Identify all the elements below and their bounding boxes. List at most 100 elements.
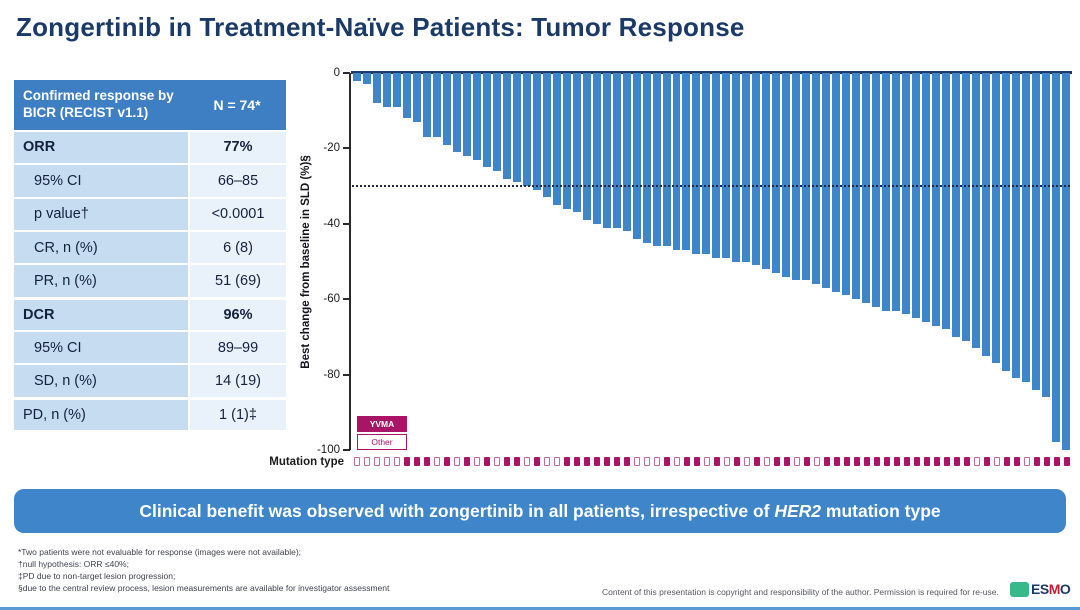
yvma-mutation-marker bbox=[934, 457, 940, 466]
waterfall-bar bbox=[382, 73, 391, 107]
waterfall-bars bbox=[353, 73, 1070, 450]
mutation-type-cell bbox=[533, 457, 541, 466]
table-row-value: 66–85 bbox=[190, 165, 286, 197]
mutation-type-cell bbox=[723, 457, 731, 466]
waterfall-bar bbox=[942, 73, 951, 330]
footnote-line: *Two patients were not evaluable for res… bbox=[18, 547, 302, 557]
waterfall-bar bbox=[572, 73, 581, 213]
footnote-line: §due to the central review process, lesi… bbox=[18, 582, 390, 593]
other-mutation-marker bbox=[644, 457, 650, 466]
yvma-mutation-marker bbox=[824, 457, 830, 466]
other-mutation-marker bbox=[994, 457, 1000, 466]
mutation-type-cell bbox=[923, 457, 931, 466]
waterfall-bar bbox=[802, 73, 811, 281]
mutation-type-cell bbox=[563, 457, 571, 466]
yvma-mutation-marker bbox=[904, 457, 910, 466]
mutation-type-cell bbox=[1033, 457, 1041, 466]
other-mutation-marker bbox=[674, 457, 680, 466]
y-axis-tick-label: 0 bbox=[333, 67, 340, 79]
mutation-type-cell bbox=[953, 457, 961, 466]
waterfall-bar bbox=[812, 73, 821, 285]
mutation-type-cell bbox=[393, 457, 401, 466]
waterfall-bar bbox=[1011, 73, 1020, 379]
mutation-type-cell bbox=[673, 457, 681, 466]
waterfall-bar bbox=[412, 73, 421, 122]
mutation-type-cell bbox=[1013, 457, 1021, 466]
mutation-type-strip bbox=[353, 455, 1071, 468]
waterfall-bar bbox=[362, 73, 371, 85]
yvma-mutation-marker bbox=[1064, 457, 1070, 466]
table-row: PR, n (%) 51 (69) bbox=[14, 263, 286, 297]
waterfall-bar bbox=[1041, 73, 1050, 398]
mutation-type-cell bbox=[913, 457, 921, 466]
mutation-type-cell bbox=[423, 457, 431, 466]
waterfall-bar bbox=[872, 73, 881, 307]
other-mutation-marker bbox=[724, 457, 730, 466]
mutation-type-cell bbox=[383, 457, 391, 466]
mutation-type-cell bbox=[803, 457, 811, 466]
y-axis-tick bbox=[343, 298, 350, 301]
yvma-mutation-marker bbox=[564, 457, 570, 466]
mutation-type-cell bbox=[633, 457, 641, 466]
mutation-type-cell bbox=[583, 457, 591, 466]
waterfall-bar bbox=[902, 73, 911, 315]
other-mutation-marker bbox=[634, 457, 640, 466]
mutation-type-cell bbox=[783, 457, 791, 466]
waterfall-bar bbox=[922, 73, 931, 322]
y-axis-tick bbox=[343, 72, 350, 74]
footnote-line: ‡PD due to non-target lesion progression… bbox=[18, 570, 176, 581]
yvma-mutation-marker bbox=[534, 457, 540, 466]
waterfall-bar bbox=[992, 73, 1000, 364]
y-axis-tick bbox=[343, 449, 350, 451]
mutation-type-cell bbox=[663, 457, 671, 466]
waterfall-bar bbox=[1031, 73, 1040, 390]
waterfall-bar bbox=[462, 73, 471, 156]
yvma-mutation-marker bbox=[584, 457, 590, 466]
table-row-label: PD, n (%) bbox=[14, 399, 190, 431]
other-mutation-marker bbox=[474, 457, 480, 466]
waterfall-bar bbox=[532, 73, 541, 190]
y-axis-tick-label: -60 bbox=[323, 293, 340, 306]
mutation-type-cell bbox=[603, 457, 611, 466]
table-row-label: DCR bbox=[14, 299, 190, 331]
other-mutation-marker bbox=[394, 457, 400, 466]
yvma-mutation-marker bbox=[414, 457, 420, 466]
response-table-header-value: N = 74* bbox=[213, 96, 261, 113]
yvma-mutation-marker bbox=[424, 457, 430, 466]
table-row-label: SD, n (%) bbox=[14, 365, 190, 397]
mutation-type-cell bbox=[463, 457, 471, 466]
mutation-type-cell bbox=[933, 457, 941, 466]
mutation-type-cell bbox=[373, 457, 381, 466]
mutation-type-cell bbox=[683, 457, 691, 466]
table-row: PD, n (%) 1 (1)‡ bbox=[14, 396, 286, 431]
table-row-label: CR, n (%) bbox=[14, 231, 190, 264]
mutation-type-cell bbox=[993, 457, 1001, 466]
response-threshold-line bbox=[352, 185, 1070, 188]
waterfall-bar bbox=[432, 73, 441, 138]
other-mutation-marker bbox=[554, 457, 560, 466]
mutation-type-cell bbox=[963, 457, 971, 466]
mutation-type-cell bbox=[543, 457, 551, 466]
table-row-value: 96% bbox=[190, 299, 286, 331]
waterfall-bar bbox=[862, 73, 871, 303]
y-axis-tick-label: -100 bbox=[316, 444, 340, 456]
table-row-label: ORR bbox=[14, 131, 190, 164]
slide-footer-rule bbox=[0, 607, 1080, 610]
footnotes: *Two patients were not evaluable for res… bbox=[18, 547, 389, 595]
other-mutation-marker bbox=[654, 457, 660, 466]
table-row: 95% CI 89–99 bbox=[14, 330, 286, 364]
mutation-type-cell bbox=[623, 457, 631, 466]
other-mutation-marker bbox=[454, 457, 460, 466]
other-mutation-marker bbox=[764, 457, 770, 466]
mutation-type-cell bbox=[1003, 457, 1011, 466]
zero-baseline bbox=[351, 70, 1072, 74]
waterfall-bar bbox=[592, 73, 601, 224]
mutation-type-cell bbox=[973, 457, 981, 466]
mutation-type-cell bbox=[903, 457, 911, 466]
waterfall-bar bbox=[672, 73, 681, 251]
mutation-type-cell bbox=[553, 457, 561, 466]
footnote-line: †null hypothesis: ORR ≤40%; bbox=[18, 558, 129, 569]
mutation-type-cell bbox=[513, 457, 521, 466]
other-mutation-marker bbox=[704, 457, 710, 466]
yvma-mutation-marker bbox=[844, 457, 850, 466]
